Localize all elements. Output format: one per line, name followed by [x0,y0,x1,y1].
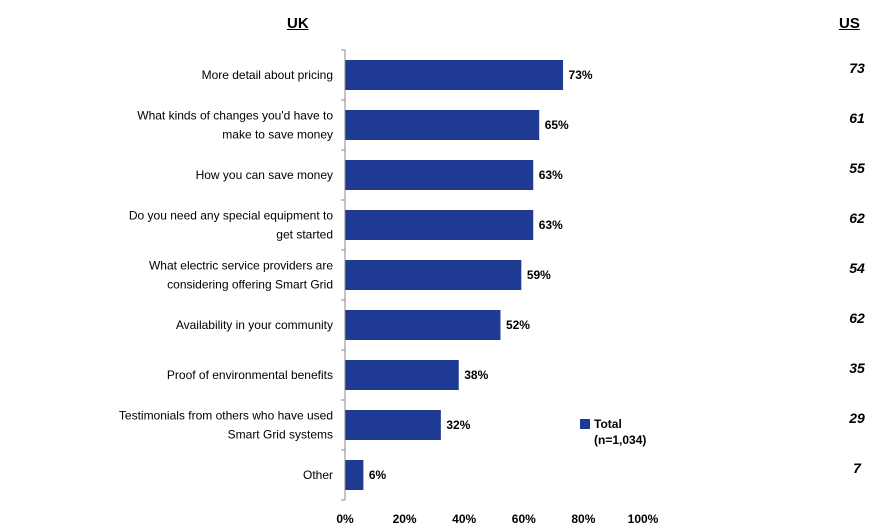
data-label: 65% [545,118,569,132]
bar [345,110,540,140]
bar [345,410,441,440]
us-value: 35 [849,360,865,376]
category-label: Proof of environmental benefits [167,368,333,382]
category-label: What kinds of changes you'd have to [137,109,333,123]
data-label: 6% [369,468,387,482]
bar [345,260,522,290]
bar [345,60,564,90]
category-label: make to save money [222,128,333,142]
x-tick-label: 0% [336,512,354,526]
category-label: considering offering Smart Grid [167,278,333,292]
bar [345,460,364,490]
data-label: 59% [527,268,551,282]
us-value: 61 [849,110,865,126]
category-label: Other [303,468,333,482]
x-tick-label: 60% [512,512,536,526]
us-value: 62 [849,310,865,326]
bar [345,360,459,390]
us-value: 73 [849,60,865,76]
uk-column-header: UK [287,15,309,32]
legend-label: Total [594,417,622,431]
category-label: Availability in your community [176,318,333,332]
us-value: 62 [849,210,865,226]
bar [345,210,534,240]
us-column-header: US [839,15,860,32]
us-value: 29 [848,410,865,426]
legend-sublabel: (n=1,034) [594,433,646,447]
data-label: 63% [539,168,563,182]
data-label: 73% [569,68,593,82]
us-value: 7 [853,460,862,476]
data-label: 38% [464,368,488,382]
category-label: What electric service providers are [149,259,333,273]
us-value: 54 [849,260,865,276]
data-label: 63% [539,218,563,232]
category-label: More detail about pricing [202,68,333,82]
data-label: 32% [446,418,470,432]
us-value: 55 [849,160,865,176]
bar [345,310,501,340]
x-tick-label: 20% [393,512,417,526]
data-label: 52% [506,318,530,332]
bar [345,160,534,190]
x-tick-label: 80% [571,512,595,526]
category-label: Do you need any special equipment to [129,209,333,223]
x-tick-label: 100% [628,512,659,526]
category-label: Testimonials from others who have used [119,409,333,423]
category-label: Smart Grid systems [228,428,333,442]
x-tick-label: 40% [452,512,476,526]
legend-swatch [580,419,590,429]
category-label: How you can save money [196,168,333,182]
category-label: get started [276,228,333,242]
